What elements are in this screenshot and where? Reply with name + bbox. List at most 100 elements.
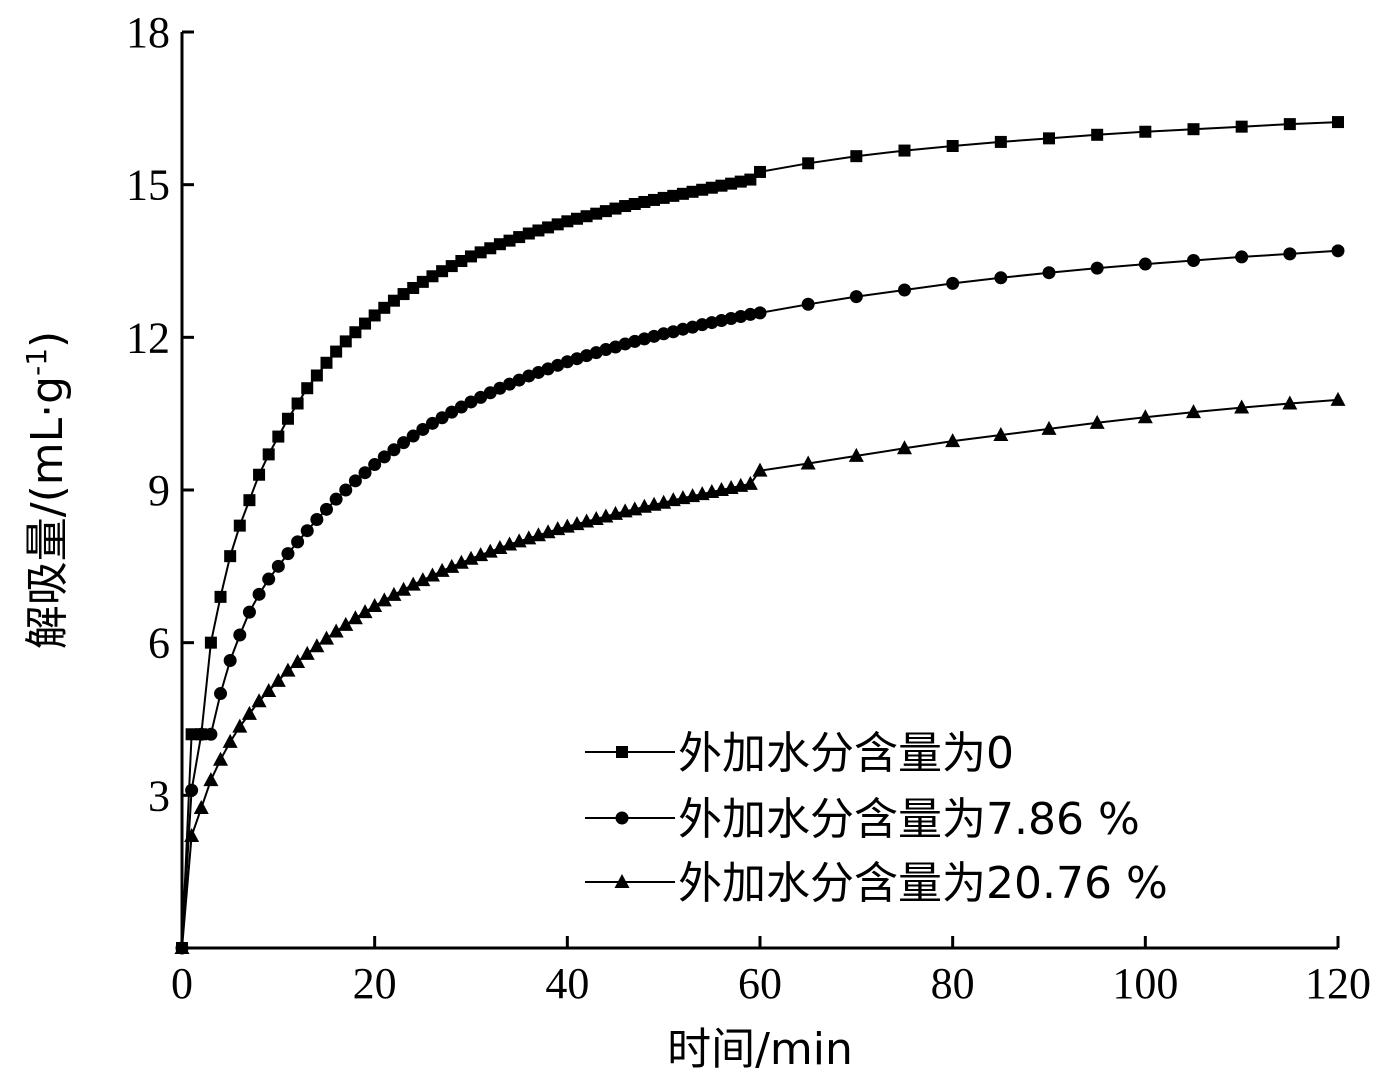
data-point <box>898 144 911 157</box>
data-point <box>320 502 333 516</box>
data-point <box>1139 125 1152 138</box>
data-point <box>463 550 479 565</box>
data-point <box>1186 404 1201 419</box>
data-point <box>742 475 758 490</box>
data-point <box>376 592 392 607</box>
data-point <box>310 513 324 527</box>
data-point <box>194 727 208 741</box>
data-point <box>801 297 815 311</box>
y-axis-title: 解吸量/(mL·g-1) <box>20 331 73 649</box>
data-point <box>204 727 218 741</box>
data-point <box>426 270 439 283</box>
data-point <box>368 309 381 322</box>
legend-label: 外加水分含量为7.86 % <box>678 794 1140 845</box>
data-point <box>415 572 431 587</box>
data-point <box>1235 250 1249 264</box>
data-point <box>425 416 439 430</box>
x-tick-label: 120 <box>1305 959 1371 1008</box>
x-tick-label: 20 <box>353 959 397 1008</box>
data-point <box>262 448 275 461</box>
data-point <box>946 139 959 152</box>
x-tick-label: 100 <box>1112 959 1178 1008</box>
data-point <box>203 772 219 787</box>
data-point <box>482 543 498 558</box>
data-point <box>300 524 314 538</box>
x-tick-label: 80 <box>931 959 975 1008</box>
data-point <box>349 326 362 339</box>
data-point <box>648 193 661 206</box>
legend-marker <box>616 746 628 758</box>
data-point <box>1332 116 1344 129</box>
data-point <box>551 218 564 231</box>
data-point <box>185 728 198 741</box>
data-point <box>185 783 199 797</box>
data-point <box>347 610 363 625</box>
data-point <box>301 382 314 395</box>
data-point <box>405 576 421 591</box>
data-point <box>561 215 574 228</box>
data-point <box>464 395 478 409</box>
data-point <box>368 458 382 472</box>
data-point <box>310 369 323 382</box>
data-point <box>320 356 333 369</box>
series-circle <box>175 244 1345 955</box>
data-point <box>224 550 237 563</box>
data-point <box>204 636 217 649</box>
data-point <box>223 653 237 667</box>
data-point <box>387 443 401 457</box>
data-point <box>281 547 295 561</box>
data-point <box>1234 399 1250 414</box>
data-point <box>1043 132 1055 145</box>
y-axis-title-sup: -1 <box>20 348 53 376</box>
data-point <box>243 494 256 507</box>
data-point <box>945 433 961 448</box>
data-point <box>734 175 747 188</box>
y-tick-label: 3 <box>148 771 170 820</box>
data-point <box>493 238 506 251</box>
series-square <box>176 116 1344 954</box>
axes: 0 20 40 60 80 100 120 3 6 9 12 15 18 <box>126 8 1371 1008</box>
data-point <box>406 429 420 443</box>
data-point <box>291 535 305 549</box>
data-point <box>444 558 460 573</box>
data-point <box>359 317 372 330</box>
data-point <box>436 265 449 278</box>
data-point <box>1089 414 1105 429</box>
data-point <box>193 800 209 815</box>
data-point <box>1090 261 1104 275</box>
data-point <box>513 231 526 244</box>
data-point <box>667 189 680 202</box>
data-point <box>696 183 709 196</box>
data-point <box>232 718 248 733</box>
data-point <box>1042 266 1056 280</box>
data-point <box>753 306 767 320</box>
data-point <box>328 623 344 638</box>
data-point <box>474 390 488 404</box>
data-point <box>416 422 430 436</box>
data-point <box>1331 244 1345 258</box>
data-point <box>367 598 383 613</box>
data-point <box>483 386 497 400</box>
data-point <box>396 581 412 596</box>
data-point <box>686 185 699 198</box>
data-point <box>329 492 343 506</box>
data-point <box>848 447 864 462</box>
data-point <box>330 345 343 358</box>
x-tick-label: 60 <box>738 959 782 1008</box>
data-point <box>445 405 459 419</box>
data-point <box>397 436 411 450</box>
x-tick-label: 40 <box>545 959 589 1008</box>
data-point <box>270 672 286 687</box>
data-point <box>434 562 450 577</box>
data-point <box>754 165 766 178</box>
data-point <box>348 474 362 488</box>
data-point <box>473 547 489 562</box>
data-point <box>424 567 440 582</box>
data-point <box>242 605 256 619</box>
y-tick-label: 15 <box>126 161 170 210</box>
data-point <box>291 397 304 410</box>
data-point <box>1137 409 1153 424</box>
data-point <box>416 275 429 288</box>
data-point <box>1235 120 1248 133</box>
y-tick-label: 9 <box>148 466 170 515</box>
